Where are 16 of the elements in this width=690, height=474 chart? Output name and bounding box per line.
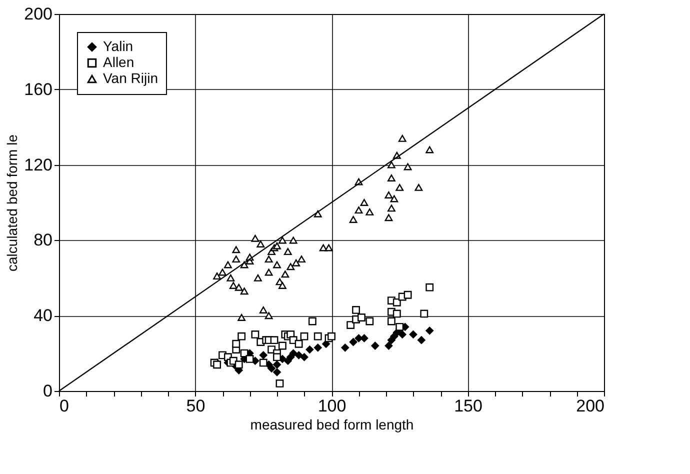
- y-tick-label: 120: [24, 155, 52, 174]
- y-tick-label: 80: [34, 230, 52, 250]
- x-tick-label: 200: [576, 396, 604, 416]
- x-tick-label: 100: [318, 396, 346, 416]
- x-tick-label: 0: [60, 396, 69, 416]
- y-axis-title: calculated bed form le: [4, 134, 20, 272]
- x-tick-label: 50: [186, 396, 206, 416]
- y-tick-label: 0: [43, 382, 52, 400]
- y-tick-label: 200: [24, 4, 52, 24]
- y-tick-label: 160: [24, 80, 52, 99]
- legend-label: Yalin: [103, 38, 134, 54]
- legend-label: Van Rijin: [103, 70, 158, 86]
- x-axis-title: measured bed form length: [250, 416, 414, 432]
- y-tick-label: 40: [34, 306, 52, 326]
- legend-label: Allen: [103, 54, 134, 70]
- x-tick-label: 150: [454, 396, 482, 416]
